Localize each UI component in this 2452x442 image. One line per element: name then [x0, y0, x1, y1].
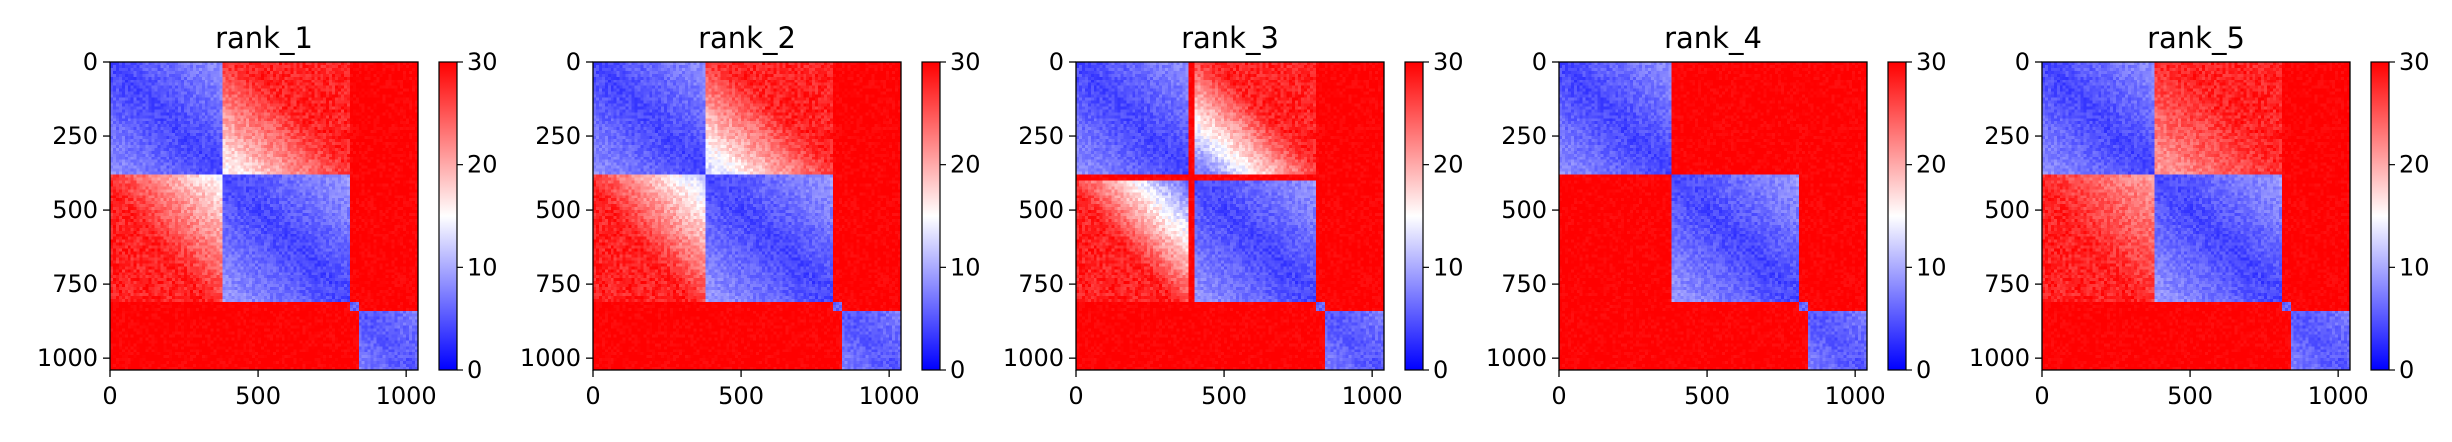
heatmap-image: [2042, 62, 2350, 370]
colorbar-tick-label: 20: [2399, 151, 2430, 179]
colorbar-tick-label: 20: [467, 151, 498, 179]
colorbar-tick-label: 10: [1433, 253, 1464, 281]
x-tick-label: 1000: [376, 382, 437, 410]
x-tick-label: 1000: [2308, 382, 2369, 410]
colorbar-tick-label: 30: [1916, 48, 1947, 76]
y-tick-label: 0: [1532, 48, 1547, 76]
colorbar-tick-label: 30: [1433, 48, 1464, 76]
y-tick-label: 250: [1501, 122, 1547, 150]
axes-frame: [109, 61, 419, 371]
y-tick-label: 0: [1049, 48, 1064, 76]
y-tick-label: 500: [52, 196, 98, 224]
axes-frame: [1558, 61, 1868, 371]
x-tick-label: 500: [1201, 382, 1247, 410]
y-tick-label: 0: [83, 48, 98, 76]
colorbar-tick-label: 10: [950, 253, 981, 281]
colorbar: [1404, 61, 1424, 371]
y-tick-label: 500: [1501, 196, 1547, 224]
y-tick-label: 500: [1018, 196, 1064, 224]
colorbar: [438, 61, 458, 371]
y-tick-label: 500: [1984, 196, 2030, 224]
y-tick-label: 1000: [1486, 344, 1547, 372]
y-tick-label: 750: [1018, 270, 1064, 298]
y-tick-label: 250: [535, 122, 581, 150]
y-tick-label: 750: [1984, 270, 2030, 298]
x-tick-label: 1000: [1342, 382, 1403, 410]
colorbar-tick-label: 20: [1433, 151, 1464, 179]
heatmap-image: [110, 62, 418, 370]
colorbar-tick-label: 20: [1916, 151, 1947, 179]
y-tick-label: 750: [52, 270, 98, 298]
y-tick-label: 250: [1984, 122, 2030, 150]
colorbar-tick-label: 30: [950, 48, 981, 76]
colorbar-tick-label: 10: [467, 253, 498, 281]
colorbar-tick-label: 10: [2399, 253, 2430, 281]
x-tick-label: 0: [585, 382, 600, 410]
x-tick-label: 500: [235, 382, 281, 410]
x-tick-label: 500: [718, 382, 764, 410]
colorbar-tick-label: 0: [1916, 356, 1931, 384]
x-tick-label: 0: [102, 382, 117, 410]
y-tick-label: 500: [535, 196, 581, 224]
colorbar-tick-label: 0: [1433, 356, 1448, 384]
heatmap-image: [593, 62, 901, 370]
x-tick-label: 500: [2167, 382, 2213, 410]
y-tick-label: 0: [566, 48, 581, 76]
axes-frame: [592, 61, 902, 371]
y-tick-label: 1000: [1003, 344, 1064, 372]
panel-title: rank_1: [215, 21, 313, 55]
y-tick-label: 750: [1501, 270, 1547, 298]
colorbar: [1887, 61, 1907, 371]
axes-frame: [2041, 61, 2351, 371]
axes-frame: [1075, 61, 1385, 371]
colorbar-tick-label: 20: [950, 151, 981, 179]
colorbar-tick-label: 0: [467, 356, 482, 384]
y-tick-label: 250: [1018, 122, 1064, 150]
x-tick-label: 500: [1684, 382, 1730, 410]
y-tick-label: 1000: [37, 344, 98, 372]
y-tick-label: 750: [535, 270, 581, 298]
colorbar-tick-label: 10: [1916, 253, 1947, 281]
panel-title: rank_3: [1181, 21, 1279, 55]
colorbar: [2370, 61, 2390, 371]
y-tick-label: 250: [52, 122, 98, 150]
x-tick-label: 1000: [1825, 382, 1886, 410]
panel-title: rank_5: [2147, 21, 2245, 55]
colorbar-tick-label: 0: [2399, 356, 2414, 384]
y-tick-label: 1000: [1969, 344, 2030, 372]
x-tick-label: 1000: [859, 382, 920, 410]
colorbar-tick-label: 30: [467, 48, 498, 76]
colorbar-tick-label: 0: [950, 356, 965, 384]
y-tick-label: 1000: [520, 344, 581, 372]
y-tick-label: 0: [2015, 48, 2030, 76]
x-tick-label: 0: [1551, 382, 1566, 410]
x-tick-label: 0: [1068, 382, 1083, 410]
heatmap-image: [1076, 62, 1384, 370]
heatmap-image: [1559, 62, 1867, 370]
panel-title: rank_4: [1664, 21, 1762, 55]
colorbar-tick-label: 30: [2399, 48, 2430, 76]
colorbar: [921, 61, 941, 371]
panel-title: rank_2: [698, 21, 796, 55]
x-tick-label: 0: [2034, 382, 2049, 410]
